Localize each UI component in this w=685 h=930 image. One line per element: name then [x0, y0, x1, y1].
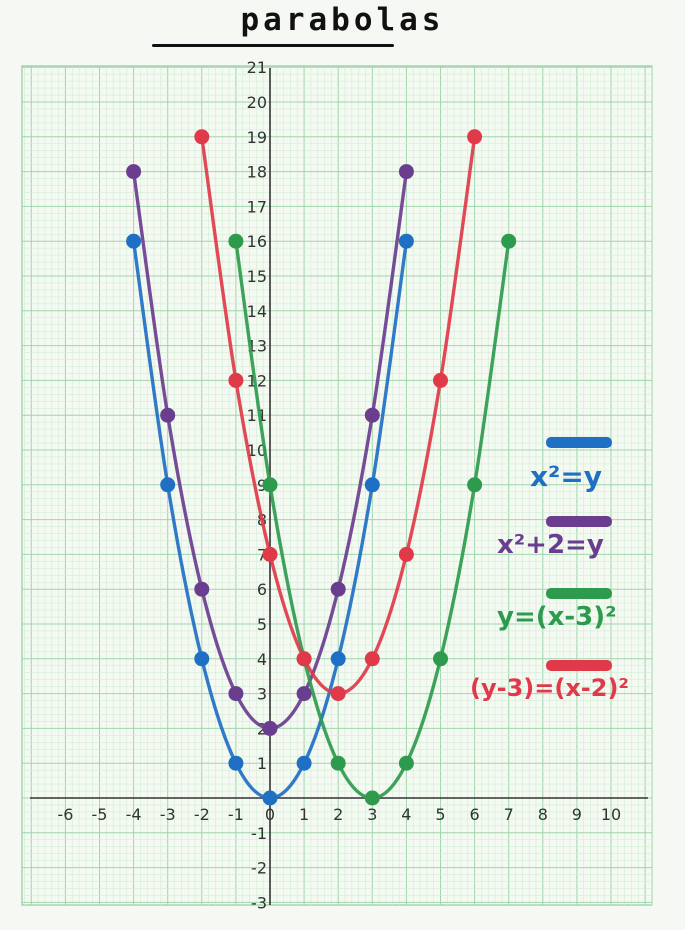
- data-point: [330, 651, 346, 667]
- data-point: [228, 686, 244, 702]
- x-tick-label: 9: [572, 805, 582, 824]
- series-3: [194, 129, 483, 702]
- legend-swatch: [546, 516, 612, 527]
- data-point: [398, 546, 414, 562]
- y-tick-label: 21: [247, 58, 267, 77]
- data-point: [296, 651, 312, 667]
- y-tick-label: 14: [247, 302, 267, 321]
- legend-label: y=(x-3)²: [497, 602, 617, 632]
- data-point: [228, 233, 244, 249]
- y-tick-label: -1: [251, 824, 267, 843]
- legend-swatch: [546, 437, 612, 448]
- data-point: [160, 477, 176, 493]
- data-point: [262, 546, 278, 562]
- data-point: [296, 755, 312, 771]
- y-tick-label: -3: [251, 893, 267, 912]
- data-point: [364, 407, 380, 423]
- data-point: [398, 233, 414, 249]
- data-point: [330, 686, 346, 702]
- y-tick-label: 5: [257, 615, 267, 634]
- x-tick-label: -1: [228, 805, 244, 824]
- x-tick-label: 5: [435, 805, 445, 824]
- data-point: [433, 372, 448, 388]
- data-point: [467, 129, 483, 145]
- data-point: [194, 651, 210, 667]
- data-point: [364, 477, 380, 493]
- data-point: [467, 477, 483, 493]
- data-point: [501, 233, 517, 249]
- data-point: [433, 651, 448, 667]
- x-tick-label: 10: [601, 805, 621, 824]
- x-tick-label: 1: [299, 805, 309, 824]
- data-point: [398, 164, 414, 180]
- legend-label: x²+2=y: [497, 530, 604, 560]
- x-tick-label: -4: [126, 805, 142, 824]
- data-point: [262, 790, 278, 806]
- data-point: [262, 477, 278, 493]
- y-tick-label: 2: [257, 719, 267, 738]
- y-tick-label: 15: [247, 267, 267, 286]
- data-point: [364, 790, 380, 806]
- y-tick-label: 16: [247, 232, 267, 251]
- data-point: [330, 581, 346, 597]
- legend-swatch: [546, 660, 612, 671]
- series-1: [126, 164, 414, 736]
- y-tick-label: 19: [247, 128, 267, 147]
- x-tick-label: 4: [401, 805, 411, 824]
- y-tick-label: 20: [247, 93, 267, 112]
- legend-label: (y-3)=(x-2)²: [470, 674, 629, 702]
- legend-swatch: [546, 588, 612, 599]
- data-point: [364, 651, 380, 667]
- y-tick-label: 12: [247, 371, 267, 390]
- data-point: [330, 755, 346, 771]
- page-title: parabolas: [240, 2, 445, 38]
- y-tick-label: 6: [257, 580, 267, 599]
- y-tick-label: 4: [257, 650, 267, 669]
- data-point: [194, 581, 210, 597]
- series-0: [126, 233, 414, 806]
- data-point: [228, 755, 244, 771]
- data-point: [160, 407, 176, 423]
- y-tick-label: 9: [257, 476, 267, 495]
- data-point: [262, 720, 278, 736]
- y-tick-label: 10: [247, 441, 267, 460]
- legend-label: x²=y: [530, 460, 603, 493]
- x-tick-label: -2: [194, 805, 210, 824]
- data-point: [126, 233, 142, 249]
- x-tick-label: 2: [333, 805, 343, 824]
- x-tick-label: -3: [160, 805, 176, 824]
- x-tick-label: 6: [470, 805, 480, 824]
- x-tick-label: -6: [57, 805, 73, 824]
- x-tick-label: 0: [265, 805, 275, 824]
- y-tick-label: 11: [247, 406, 267, 425]
- x-tick-label: 8: [538, 805, 548, 824]
- y-tick-label: 7: [257, 545, 267, 564]
- data-point: [126, 164, 142, 180]
- data-point: [194, 129, 210, 145]
- data-point: [296, 686, 312, 702]
- data-point: [228, 372, 244, 388]
- y-tick-label: 18: [247, 163, 267, 182]
- y-tick-label: 3: [257, 685, 267, 704]
- x-tick-label: -5: [92, 805, 108, 824]
- data-point: [398, 755, 414, 771]
- x-tick-label: 7: [504, 805, 514, 824]
- y-tick-label: 1: [257, 754, 267, 773]
- y-tick-label: -2: [251, 859, 267, 878]
- title-underline: [152, 44, 394, 47]
- y-tick-label: 17: [247, 197, 267, 216]
- x-tick-label: 3: [367, 805, 377, 824]
